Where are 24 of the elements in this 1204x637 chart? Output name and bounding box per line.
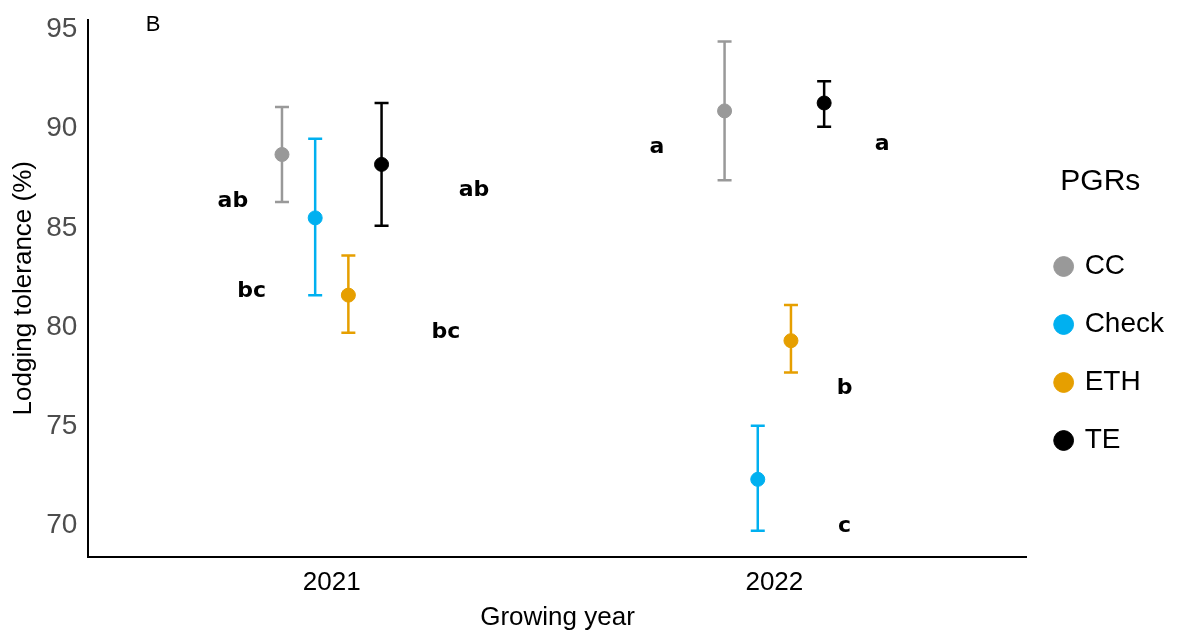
annotation: ab xyxy=(458,176,490,202)
legend-label: ETH xyxy=(1084,365,1141,397)
annotation: a xyxy=(649,132,665,158)
annotation: b xyxy=(836,374,853,400)
legend-label: CC xyxy=(1084,249,1126,281)
legend-label: TE xyxy=(1084,423,1121,455)
y-tick-label: 70 xyxy=(46,507,78,539)
annotation: bc xyxy=(431,318,461,344)
annotation: ab xyxy=(217,186,249,212)
y-tick-label: 90 xyxy=(46,111,78,143)
annotation: bc xyxy=(237,276,267,302)
y-tick-label: 80 xyxy=(46,309,78,341)
y-tick-label: 75 xyxy=(46,408,78,440)
legend-title: PGRs xyxy=(1060,162,1141,196)
x-tick-label: 2021 xyxy=(302,566,361,597)
annotation: c xyxy=(838,512,852,538)
x-axis-title: Growing year xyxy=(480,600,636,631)
annotation: B xyxy=(145,11,161,37)
y-axis-title: Lodging tolerance (%) xyxy=(6,161,37,416)
annotation: a xyxy=(874,129,890,155)
y-tick-label: 85 xyxy=(46,210,78,242)
y-tick-label: 95 xyxy=(46,12,78,44)
legend-label: Check xyxy=(1084,307,1165,339)
x-tick-label: 2022 xyxy=(745,566,804,597)
